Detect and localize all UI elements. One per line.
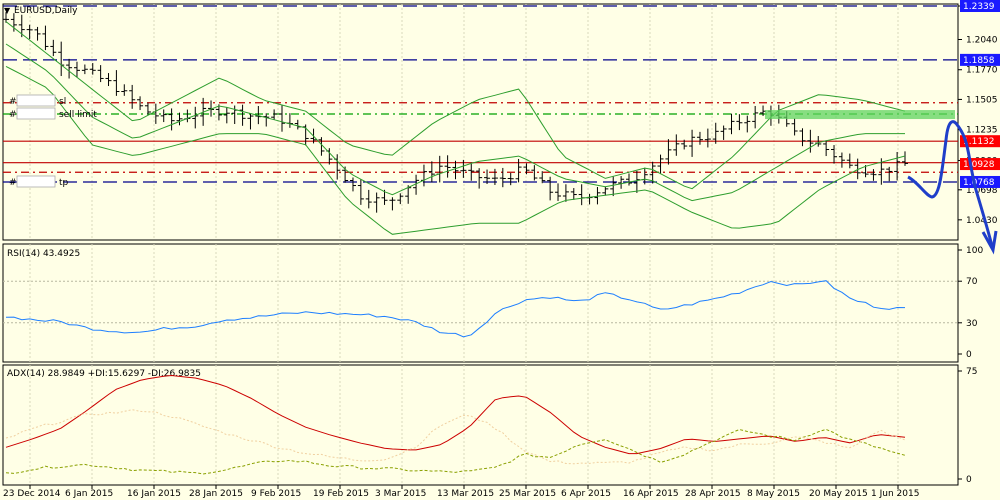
x-tick-label: 23 Dec 2014	[3, 489, 61, 499]
upper-band-line	[5, 21, 906, 190]
projection-arrowhead	[981, 230, 998, 255]
annotation-redaction-box	[16, 175, 56, 188]
price-mark-label: 1.1132	[963, 137, 995, 147]
chart-dropdown-icon[interactable]: ▼	[4, 6, 11, 15]
x-tick-label: 19 Feb 2015	[313, 489, 369, 499]
price-mark-box	[960, 53, 1000, 66]
x-tick-label: 6 Jan 2015	[65, 489, 113, 499]
rsi-title: RSI(14) 43.4925	[7, 249, 80, 259]
rsi-line	[5, 280, 906, 338]
x-tick-label: 16 Jan 2015	[127, 489, 181, 499]
annotation-hash: #	[9, 110, 17, 120]
x-tick-label: 1 Jun 2015	[871, 489, 919, 499]
adx-y-tick-label: 75	[966, 367, 977, 377]
y-tick-label: 1.1235	[966, 126, 998, 136]
annotation-label: sell limit	[59, 110, 97, 120]
annotation-hash: #	[9, 97, 17, 107]
rsi-y-tick-label: 0	[966, 350, 972, 360]
x-tick-label: 13 Mar 2015	[437, 489, 494, 499]
x-tick-label: 9 Feb 2015	[251, 489, 301, 499]
x-tick-label: 8 May 2015	[747, 489, 800, 499]
price-mark-box	[960, 135, 1000, 148]
rsi-y-tick-label: 70	[966, 277, 978, 287]
price-mark-box	[960, 0, 1000, 12]
x-tick-label: 16 Apr 2015	[623, 489, 679, 499]
rsi-y-tick-label: 30	[966, 319, 978, 329]
price-mark-label: 1.1858	[963, 56, 995, 66]
x-tick-label: 25 Mar 2015	[499, 489, 556, 499]
x-tick-label: 6 Apr 2015	[561, 489, 611, 499]
adx-y-tick-label: 0	[966, 475, 972, 485]
y-tick-label: 1.0698	[966, 186, 998, 196]
x-tick-label: 28 Apr 2015	[685, 489, 741, 499]
plus-di-line	[5, 428, 906, 475]
price-mark-label: 1.0928	[963, 160, 995, 170]
annotation-hash: #	[9, 178, 17, 188]
adx-title: ADX(14) 28.9849 +DI:15.6297 -DI:26.9835	[7, 369, 201, 379]
y-tick-label: 1.2040	[966, 35, 998, 45]
price-mark-label: 1.2339	[963, 2, 995, 12]
annotation-redaction-box	[16, 94, 56, 107]
rsi-y-tick-label: 100	[966, 246, 983, 256]
sell-zone-highlight	[765, 110, 955, 120]
y-tick-label: 1.1505	[966, 95, 998, 105]
annotation-redaction-box	[16, 107, 56, 120]
projection-arrow-path	[907, 120, 994, 247]
adx-line	[5, 374, 906, 455]
y-tick-label: 1.1770	[966, 66, 998, 76]
chart-title: EURUSD,Daily	[14, 6, 78, 16]
price-mark-label: 1.0768	[963, 178, 995, 188]
x-tick-label: 20 May 2015	[809, 489, 868, 499]
panel-frame-1	[2, 3, 959, 241]
panel-frame-2	[2, 243, 959, 363]
panel-frame-3	[2, 364, 959, 486]
x-tick-label: 28 Jan 2015	[189, 489, 243, 499]
x-tick-label: 3 Mar 2015	[375, 489, 426, 499]
y-tick-label: 1.0430	[966, 216, 998, 226]
annotation-label: sl	[59, 97, 66, 107]
annotation-label: tp	[59, 178, 69, 188]
price-mark-box	[960, 175, 1000, 188]
middle-band-line	[5, 43, 905, 202]
lower-band-line	[5, 65, 906, 235]
